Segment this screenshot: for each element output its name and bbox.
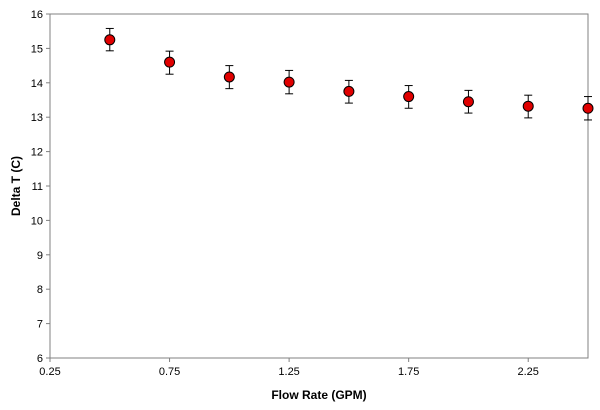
y-tick-label: 12	[31, 147, 43, 159]
y-tick-label: 7	[37, 319, 43, 331]
x-axis-title: Flow Rate (GPM)	[271, 388, 366, 402]
x-axis-ticks	[49, 358, 529, 362]
x-tick-label: 0.25	[39, 366, 60, 378]
data-point	[522, 100, 534, 112]
y-tick-label: 13	[31, 112, 43, 124]
data-point	[283, 76, 295, 88]
y-tick-label: 15	[31, 43, 43, 55]
y-tick-label: 8	[37, 284, 43, 296]
y-tick-label: 11	[32, 181, 43, 193]
data-point	[462, 96, 474, 108]
x-tick-label: 0.75	[159, 366, 180, 378]
x-tick-label: 1.25	[278, 366, 299, 378]
data-point	[403, 91, 415, 103]
y-tick-label: 9	[37, 250, 43, 262]
y-tick-label: 6	[37, 353, 43, 365]
data-point	[223, 71, 235, 83]
y-axis-tick-labels: 6 7 8 9 10 11 12 13 14 15 16	[31, 9, 43, 365]
data-point	[164, 56, 176, 68]
data-point	[104, 34, 116, 46]
y-axis-ticks	[46, 13, 50, 359]
y-tick-label: 16	[31, 9, 43, 21]
data-point	[582, 102, 594, 114]
y-axis-title: Delta T (C)	[9, 156, 23, 216]
data-points	[104, 34, 594, 114]
x-tick-label: 2.25	[518, 366, 539, 378]
x-tick-label: 1.75	[398, 366, 419, 378]
y-tick-label: 10	[31, 215, 43, 227]
x-axis-tick-labels: 0.25 0.75 1.25 1.75 2.25	[39, 366, 539, 378]
plot-area	[49, 13, 589, 359]
data-point	[343, 85, 355, 97]
y-tick-label: 14	[31, 78, 43, 90]
